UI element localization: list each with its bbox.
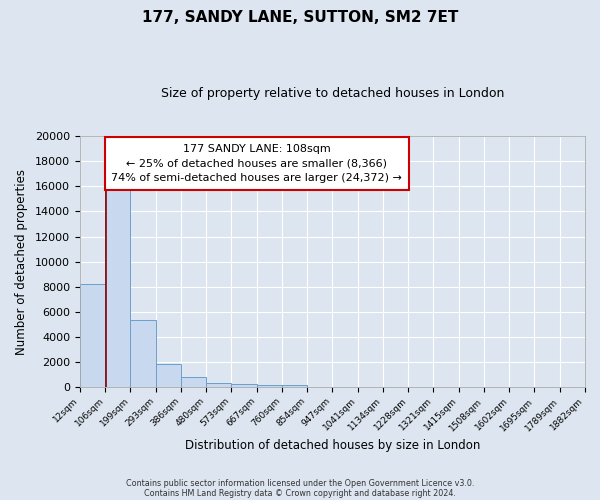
Bar [232, 384, 257, 386]
Text: Contains HM Land Registry data © Crown copyright and database right 2024.: Contains HM Land Registry data © Crown c… [144, 488, 456, 498]
Text: 177, SANDY LANE, SUTTON, SM2 7ET: 177, SANDY LANE, SUTTON, SM2 7ET [142, 10, 458, 25]
Text: 177 SANDY LANE: 108sqm
← 25% of detached houses are smaller (8,366)
74% of semi-: 177 SANDY LANE: 108sqm ← 25% of detached… [111, 144, 402, 184]
Bar [181, 378, 206, 386]
Title: Size of property relative to detached houses in London: Size of property relative to detached ho… [161, 88, 504, 101]
X-axis label: Distribution of detached houses by size in London: Distribution of detached houses by size … [185, 440, 480, 452]
Bar [80, 284, 105, 386]
Bar [105, 179, 130, 386]
Bar [156, 364, 181, 386]
Text: Contains public sector information licensed under the Open Government Licence v3: Contains public sector information licen… [126, 478, 474, 488]
Y-axis label: Number of detached properties: Number of detached properties [15, 168, 28, 354]
Bar [206, 383, 232, 386]
Bar [130, 320, 156, 386]
